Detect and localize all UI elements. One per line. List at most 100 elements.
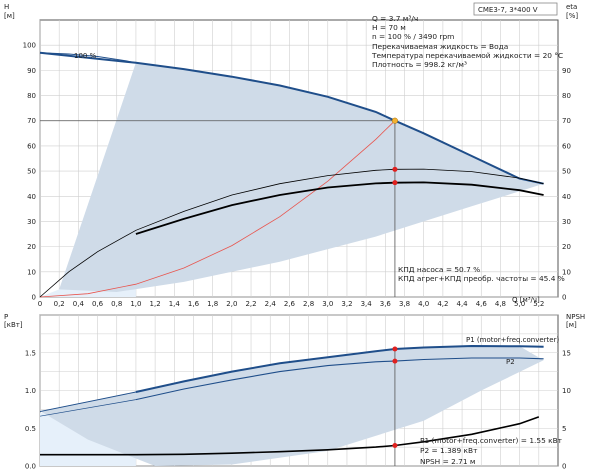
bottom-curves xyxy=(39,344,544,466)
title-box xyxy=(473,2,558,16)
top-y-ticks-left: 0 10 20 30 40 50 60 70 80 90 100 xyxy=(23,42,36,302)
y-tick-label-left: 50 xyxy=(27,168,36,176)
x-tick-label: 4,2 xyxy=(437,300,448,308)
power-point xyxy=(392,358,398,364)
q-axis-label: Q [м³/ч] xyxy=(512,296,540,304)
info-line: Перекачиваемая жидкость = Вода xyxy=(372,42,508,51)
bottom-panel: 0.0 0.5 1.0 1.5 0 5 10 15 xyxy=(25,314,571,471)
x-tick-label: 0 xyxy=(38,300,42,308)
y-tick-label-left: 40 xyxy=(27,193,36,201)
x-tick-label: 2,0 xyxy=(226,300,237,308)
x-tick-label: 1,2 xyxy=(150,300,161,308)
bottom-shaded-envelope xyxy=(40,346,544,466)
x-tick-label: 3,0 xyxy=(322,300,333,308)
y-tick-label-left: 30 xyxy=(27,218,36,226)
x-tick-label: 5,0 xyxy=(514,300,525,308)
top-shade-area xyxy=(59,62,544,292)
x-tick-label: 2,6 xyxy=(284,300,296,308)
total-efficiency-curve xyxy=(135,181,544,235)
y-tick-label-right: 30 xyxy=(562,218,571,226)
y-tick-label-left: 0 xyxy=(32,294,36,302)
npsh-curve xyxy=(40,416,540,456)
y-tick-label-right: 80 xyxy=(562,92,571,100)
power-summary-block: P1 (motor+freq.converter) = 1.55 кВт P2 … xyxy=(420,436,563,466)
x-tick-label: 1,8 xyxy=(207,300,218,308)
y-tick-label-right: 90 xyxy=(562,67,571,75)
npsh-axis-unit: [м] xyxy=(566,321,577,329)
info-line: Плотность = 998.2 кг/м³ xyxy=(372,60,467,69)
y-tick-label-right: 70 xyxy=(562,117,571,125)
x-tick-label: 2,8 xyxy=(303,300,314,308)
y-tick-label-left: 100 xyxy=(23,42,36,50)
p-axis-label: P xyxy=(4,313,8,321)
y-tick-label-right: 10 xyxy=(562,387,571,395)
x-tick-label: 2,2 xyxy=(245,300,256,308)
p2-curve-extrapolated xyxy=(39,399,136,417)
npsh-axis-label: NPSH xyxy=(566,313,585,321)
x-tick-label: 3,4 xyxy=(361,300,373,308)
chart-title: CME3-7, 3*400 V xyxy=(478,6,538,14)
power-point xyxy=(392,346,398,352)
y-tick-label-left: 60 xyxy=(27,142,36,150)
info-line: Q = 3.7 м³/ч xyxy=(372,14,418,23)
y-tick-label-left: 0.0 xyxy=(25,463,36,471)
x-tick-label: 0,6 xyxy=(92,300,104,308)
y-tick-label-left: 0.5 xyxy=(25,425,36,433)
duty-point xyxy=(391,117,398,124)
eta-axis-label: eta xyxy=(566,3,577,11)
p-axis-unit: [кВт] xyxy=(4,321,23,329)
head-curve xyxy=(39,51,544,185)
efficiency-point xyxy=(392,166,398,172)
y-tick-label-left: 1.5 xyxy=(25,349,36,357)
eta-axis-unit: [%] xyxy=(566,12,578,20)
y-tick-label-right: 5 xyxy=(562,425,566,433)
y-tick-label-left: 80 xyxy=(27,92,36,100)
y-tick-label-right: 0 xyxy=(562,463,566,471)
p2-summary: P2 = 1.389 кВт xyxy=(420,446,478,455)
x-tick-label: 4,8 xyxy=(495,300,506,308)
p1-series-label: P1 (motor+freq.converter) xyxy=(466,336,559,344)
h-axis-label: H xyxy=(4,3,9,11)
x-tick-label: 3,6 xyxy=(380,300,392,308)
x-tick-label: 1,4 xyxy=(169,300,181,308)
y-tick-label-right: 10 xyxy=(562,268,571,276)
y-tick-label-left: 70 xyxy=(27,117,36,125)
x-tick-label: 3,8 xyxy=(399,300,410,308)
y-tick-label-left: 10 xyxy=(27,268,36,276)
top-x-ticks: 0 0,2 0,4 0,6 0,8 1,0 1,2 1,4 1,6 1,8 2,0 2,2 2,4 2,6… xyxy=(38,300,545,308)
p1-curve-extrapolated xyxy=(39,391,136,413)
y-tick-label-left: 20 xyxy=(27,243,36,251)
x-tick-label: 0,2 xyxy=(54,300,65,308)
efficiency-point xyxy=(392,180,398,186)
speed-label: 100 % xyxy=(74,52,97,60)
info-block: Q = 3.7 м³/ч H = 70 м n = 100 % / 3490 r… xyxy=(371,14,563,69)
top-y-ticks-right: 0 10 20 30 40 50 60 70 80 90 xyxy=(562,67,571,302)
p1-summary: P1 (motor+freq.converter) = 1.55 кВт xyxy=(420,436,563,445)
x-tick-label: 3,2 xyxy=(341,300,352,308)
top-panel: 0 0,2 0,4 0,6 0,8 1,0 1,2 1,4 1,6 1,8 2,0 2,2 2,4 2,6… xyxy=(23,19,571,308)
total-eff-text: КПД агрег+КПД преобр. частоты = 45.4 % xyxy=(398,274,565,283)
bottom-y-ticks-right: 0 5 10 15 xyxy=(562,349,571,470)
x-tick-label: 2,4 xyxy=(265,300,277,308)
x-tick-label: 0,4 xyxy=(73,300,85,308)
y-tick-label-right: 40 xyxy=(562,193,571,201)
y-tick-label-right: 0 xyxy=(562,294,566,302)
x-tick-label: 4,4 xyxy=(457,300,469,308)
h-axis-unit: [м] xyxy=(4,12,15,20)
bottom-shade-area xyxy=(40,346,544,466)
info-line: n = 100 % / 3490 rpm xyxy=(372,32,454,41)
info-line: Температура перекачиваемой жидкости = 20… xyxy=(371,51,563,60)
x-tick-label: 5,2 xyxy=(533,300,544,308)
x-tick-label: 1,6 xyxy=(188,300,200,308)
top-curves xyxy=(39,51,544,298)
bottom-y-ticks-left: 0.0 0.5 1.0 1.5 xyxy=(25,349,36,470)
x-tick-label: 1,0 xyxy=(130,300,141,308)
y-tick-label-left: 90 xyxy=(27,67,36,75)
y-tick-label-right: 20 xyxy=(562,243,571,251)
x-tick-label: 0,8 xyxy=(111,300,122,308)
p1-curve xyxy=(135,344,544,393)
p2-curve xyxy=(135,357,544,401)
y-tick-label-left: 1.0 xyxy=(25,387,36,395)
info-line: H = 70 м xyxy=(372,23,406,32)
